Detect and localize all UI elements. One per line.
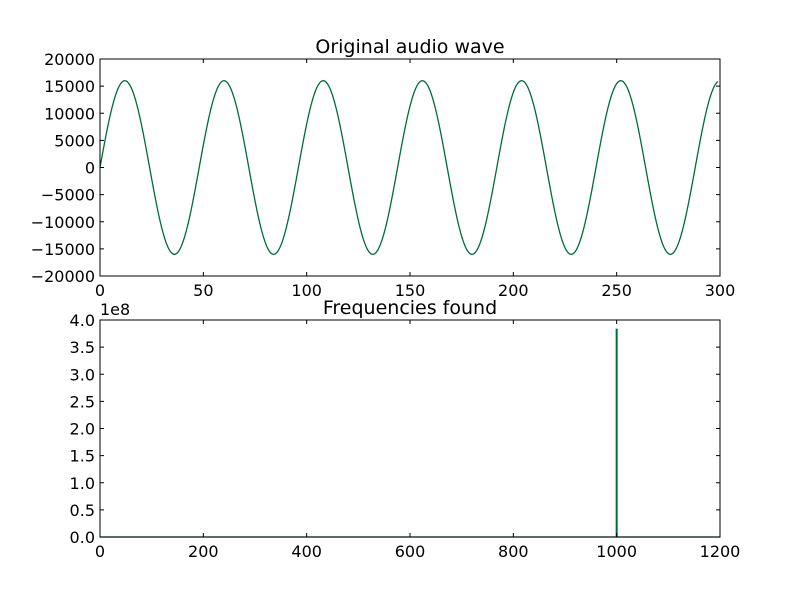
x-tick-label: 0 bbox=[95, 281, 105, 300]
y-tick-label: 1.0 bbox=[70, 474, 95, 493]
plot-area bbox=[99, 80, 719, 255]
x-tick-label: 100 bbox=[291, 281, 322, 300]
y-tick-label: −15000 bbox=[31, 240, 95, 259]
y-tick-label: 0.0 bbox=[70, 528, 95, 547]
y-tick-label: 2.5 bbox=[70, 392, 95, 411]
x-tick-label: 300 bbox=[705, 281, 736, 300]
subplot-frequencies-found: Frequencies found 1e8 0 200 400 600 800 1000 1… bbox=[70, 297, 741, 561]
y-tick-label: 5000 bbox=[54, 131, 95, 150]
series-line-audio-wave bbox=[99, 80, 719, 255]
y-tick-label: −20000 bbox=[31, 267, 95, 286]
y-tick-label: 3.0 bbox=[70, 365, 95, 384]
y-tick-label: −10000 bbox=[31, 213, 95, 232]
x-tick-label: 400 bbox=[291, 542, 322, 561]
y-tick-label: 20000 bbox=[44, 50, 95, 69]
x-tick-label: 250 bbox=[601, 281, 632, 300]
x-tick-label: 150 bbox=[395, 281, 426, 300]
x-tick-label: 0 bbox=[95, 542, 105, 561]
y-tick-label: 1.5 bbox=[70, 447, 95, 466]
axes-frame bbox=[99, 58, 721, 277]
y-tick-label: 15000 bbox=[44, 77, 95, 96]
axes-frame bbox=[99, 319, 721, 538]
axis-ticks: 0 200 400 600 800 1000 1200 0.0 0.5 1.0 1.5 2.0 2.5 3… bbox=[70, 311, 741, 561]
y-tick-label: 0 bbox=[85, 159, 95, 178]
y-offset-label: 1e8 bbox=[100, 300, 130, 319]
x-tick-label: 600 bbox=[395, 542, 426, 561]
y-tick-label: 3.5 bbox=[70, 338, 95, 357]
x-tick-label: 1000 bbox=[596, 542, 637, 561]
y-tick-label: 10000 bbox=[44, 104, 95, 123]
x-tick-label: 50 bbox=[193, 281, 213, 300]
y-tick-label: −5000 bbox=[41, 186, 95, 205]
x-tick-label: 200 bbox=[188, 542, 219, 561]
axis-ticks: 0 50 100 150 200 250 300 −20000 −15000 −10000 −500… bbox=[31, 50, 736, 300]
chart-title: Frequencies found bbox=[323, 297, 497, 319]
chart-title: Original audio wave bbox=[315, 36, 504, 58]
x-tick-label: 1200 bbox=[700, 542, 741, 561]
x-tick-label: 200 bbox=[498, 281, 529, 300]
subplot-original-audio-wave: Original audio wave 0 50 100 150 200 250 300 −2… bbox=[31, 36, 736, 300]
y-tick-label: 0.5 bbox=[70, 501, 95, 520]
x-tick-label: 800 bbox=[498, 542, 529, 561]
y-tick-label: 4.0 bbox=[70, 311, 95, 330]
y-tick-label: 2.0 bbox=[70, 420, 95, 439]
